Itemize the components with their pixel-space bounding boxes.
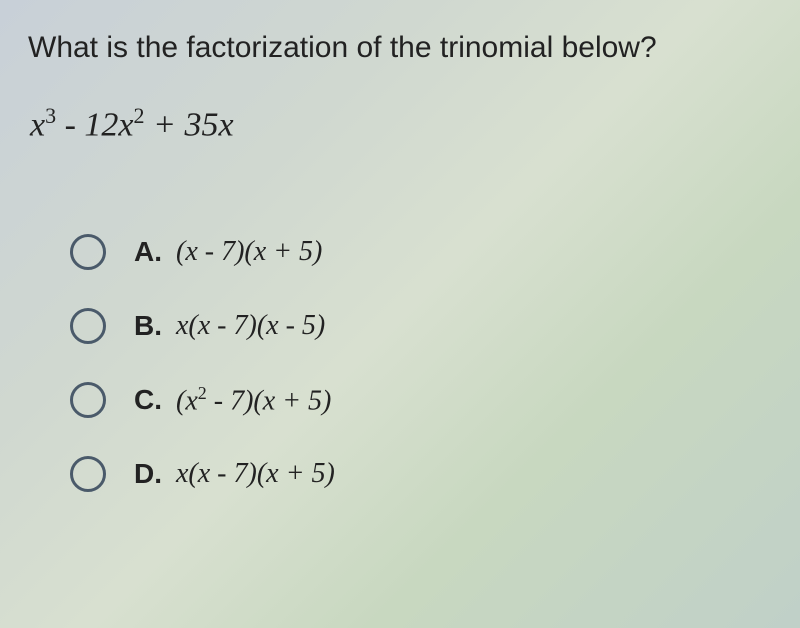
option-expression: x(x - 7)(x + 5) xyxy=(176,458,335,490)
option-expression: (x2 - 7)(x + 5) xyxy=(176,383,331,417)
option-c-row[interactable]: C. (x2 - 7)(x + 5) xyxy=(70,382,780,418)
radio-icon[interactable] xyxy=(70,382,106,418)
radio-icon[interactable] xyxy=(70,308,106,344)
option-d-row[interactable]: D. x(x - 7)(x + 5) xyxy=(70,456,780,492)
option-letter: B. xyxy=(134,310,164,342)
question-prompt: What is the factorization of the trinomi… xyxy=(28,28,780,67)
radio-icon[interactable] xyxy=(70,456,106,492)
option-b-row[interactable]: B. x(x - 7)(x - 5) xyxy=(70,308,780,344)
option-expression: (x - 7)(x + 5) xyxy=(176,236,322,268)
options-container: A. (x - 7)(x + 5) B. x(x - 7)(x - 5) C. … xyxy=(28,234,780,492)
option-a-row[interactable]: A. (x - 7)(x + 5) xyxy=(70,234,780,270)
option-letter: C. xyxy=(134,384,164,416)
radio-icon[interactable] xyxy=(70,234,106,270)
option-letter: A. xyxy=(134,236,164,268)
option-letter: D. xyxy=(134,458,164,490)
option-expression: x(x - 7)(x - 5) xyxy=(176,310,325,342)
question-expression: x3 - 12x2 + 35x xyxy=(30,103,780,144)
